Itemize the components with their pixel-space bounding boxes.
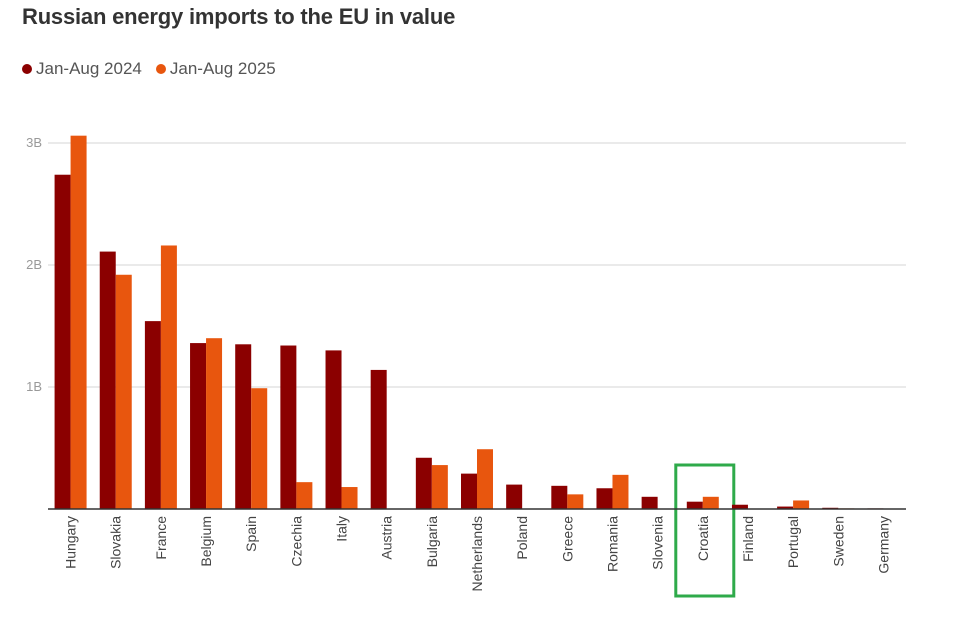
bar-2024: [641, 496, 658, 509]
x-tick-label: Croatia: [695, 516, 711, 561]
bar-2024: [415, 457, 432, 509]
x-tick-label: Belgium: [198, 516, 214, 567]
bar-2025: [477, 449, 493, 509]
legend-item-2025: Jan-Aug 2025: [155, 59, 276, 79]
x-tick-label: Poland: [514, 516, 530, 560]
bar-2024: [731, 504, 748, 509]
bar-2025: [296, 482, 313, 509]
y-tick-label: 3B: [26, 135, 42, 150]
x-tick-label: Portugal: [785, 516, 801, 568]
bar-2025: [612, 474, 629, 509]
bar-2025: [206, 338, 223, 509]
bar-2025: [793, 500, 810, 509]
legend: Jan-Aug 2024 Jan-Aug 2025: [22, 59, 276, 79]
x-tick-label: Slovenia: [650, 516, 666, 570]
bar-2024: [370, 369, 387, 509]
bar-2025: [115, 274, 132, 509]
bar-2025: [70, 135, 87, 509]
bar-2024: [325, 350, 342, 509]
bar-2024: [506, 484, 523, 509]
bar-2024: [686, 501, 703, 509]
legend-label-2025: Jan-Aug 2025: [169, 59, 276, 78]
x-tick-label: Germany: [875, 516, 891, 574]
legend-swatch-2025: [155, 64, 166, 74]
bar-2025: [702, 496, 719, 509]
highlight-box: [674, 463, 736, 598]
bar-2024: [280, 345, 297, 509]
bar-2025: [160, 245, 177, 510]
legend-label-2024: Jan-Aug 2024: [36, 59, 142, 78]
x-tick-label: Sweden: [830, 516, 846, 567]
bar-2025: [567, 494, 584, 509]
x-tick-label: Romania: [604, 516, 620, 572]
x-tick-label: Austria: [379, 516, 395, 560]
x-tick-label: Finland: [740, 516, 756, 562]
bar-2025: [341, 487, 358, 509]
bar-2024: [144, 321, 161, 509]
y-tick-label: 1B: [26, 379, 42, 394]
legend-item-2024: Jan-Aug 2024: [22, 59, 142, 79]
x-tick-label: Italy: [334, 516, 350, 542]
x-tick-label: Slovakia: [108, 516, 124, 569]
x-tick-label: Bulgaria: [424, 516, 440, 568]
bar-2024: [54, 174, 71, 509]
bar-2024: [99, 251, 116, 509]
x-tick-label: Czechia: [288, 516, 304, 567]
x-tick-label: France: [153, 516, 169, 560]
x-tick-label: Hungary: [63, 516, 79, 569]
bar-2025: [251, 388, 268, 509]
legend-swatch-2024: [22, 64, 32, 74]
bar-2024: [551, 485, 568, 509]
bar-2024: [596, 488, 613, 509]
bar-2024: [461, 473, 477, 509]
chart-title: Russian energy imports to the EU in valu…: [22, 4, 456, 29]
x-tick-label: Spain: [243, 516, 259, 552]
x-tick-label: Greece: [559, 516, 575, 562]
y-tick-label: 2B: [26, 257, 42, 272]
x-tick-label: Netherlands: [469, 516, 485, 592]
bar-2025: [431, 465, 448, 509]
bar-2024: [235, 344, 252, 509]
bar-2024: [190, 343, 207, 509]
bar-2024: [777, 506, 794, 509]
